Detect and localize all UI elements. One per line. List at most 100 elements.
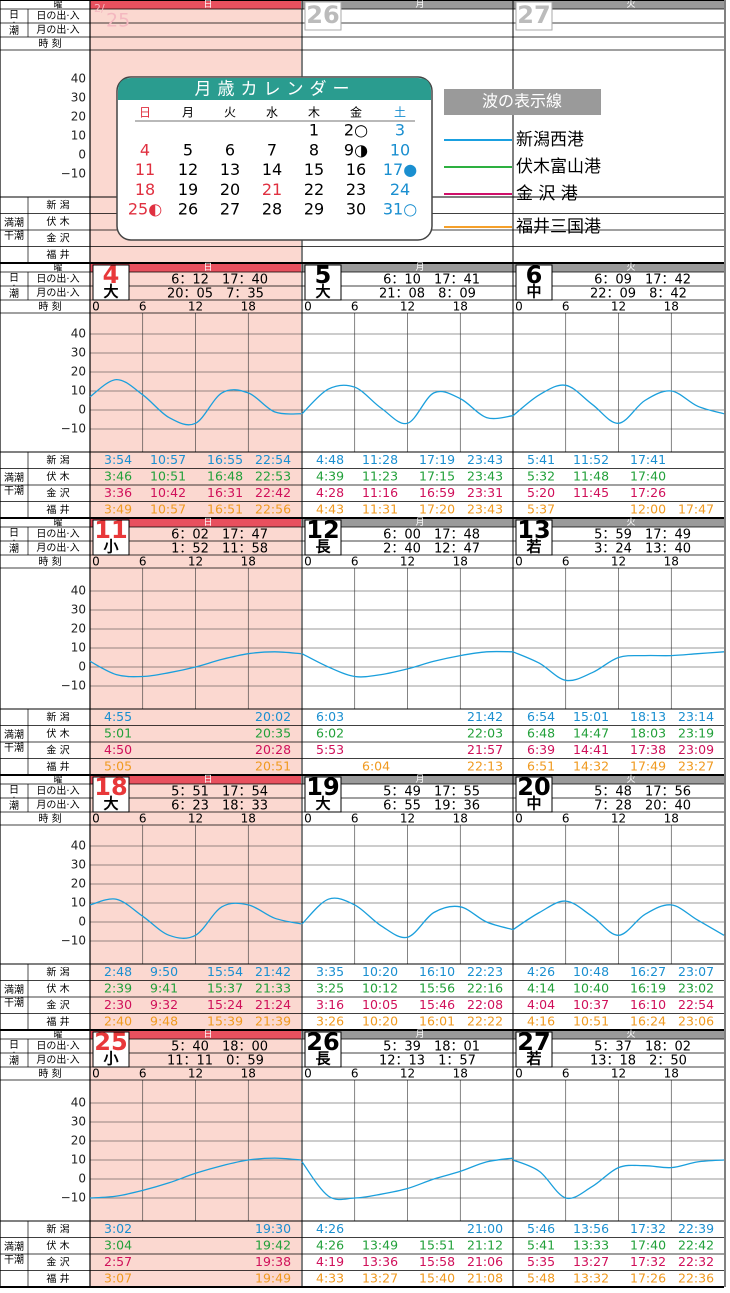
time-row-label: 時 刻: [38, 812, 61, 825]
hour-label: 12: [611, 300, 626, 314]
hour-label: 6: [139, 300, 147, 314]
side-label: 潮: [9, 287, 19, 300]
sun-label: 日の出·入: [36, 784, 79, 797]
tide-time: 10:37: [573, 997, 609, 1012]
tide-time: 3:26: [316, 1013, 344, 1028]
sun-time: 5：37: [594, 1040, 632, 1055]
hour-label: 18: [453, 300, 468, 314]
tide-time: 10:57: [150, 452, 186, 467]
port-label: 新 潟: [46, 1222, 69, 1235]
calendar-day: 6: [225, 140, 235, 159]
weekday-strip: [513, 775, 724, 784]
legend-label: 福井三国港: [516, 217, 601, 237]
tide-curve: [512, 900, 725, 936]
moon-time: 8：42: [649, 287, 687, 302]
y-tick-label: 0: [78, 915, 86, 929]
tide-time: 23:43: [467, 452, 503, 467]
port-label: 福 井: [46, 760, 69, 773]
tide-time: 23:27: [678, 758, 714, 773]
tide-time: 10:40: [573, 980, 609, 995]
y-tick-label: 20: [71, 622, 86, 636]
y-tick-label: 30: [71, 603, 86, 617]
tide-curve: [89, 898, 302, 939]
tide-time: 21:33: [255, 980, 291, 995]
moon-time: 8：09: [438, 287, 476, 302]
weekday: 月: [415, 0, 424, 10]
y-tick-label: 0: [78, 403, 86, 417]
hour-label: 18: [453, 812, 468, 826]
tide-time: 23:02: [678, 980, 714, 995]
tide-time: 16:31: [207, 485, 243, 500]
tide-time: 3:07: [104, 1270, 132, 1285]
tide-time: 22:08: [467, 997, 503, 1012]
side-label: 日: [9, 1040, 19, 1051]
tide-time: 15:01: [573, 709, 609, 724]
tide-time: 4:33: [316, 1270, 344, 1285]
tide-time: 21:08: [467, 1270, 503, 1285]
tide-time: 12:00: [630, 501, 666, 516]
hour-label: 18: [453, 1067, 468, 1081]
moon-time: 22：09: [590, 287, 636, 302]
calendar-day: 1: [309, 121, 319, 140]
legend-title-box: [444, 89, 601, 115]
date-box: [515, 1031, 553, 1068]
tide-time: 4:26: [527, 964, 555, 979]
tide-time: 5:32: [527, 468, 555, 483]
hour-label: 18: [241, 555, 256, 569]
calendar-day: 14: [262, 160, 282, 179]
tide-time: 16:55: [207, 452, 243, 467]
weekday: 火: [626, 262, 635, 273]
legend-label: 金 沢 港: [516, 184, 578, 204]
date: 19: [306, 773, 339, 801]
port-label: 福 井: [46, 248, 69, 261]
moon-time: 20：40: [645, 799, 691, 814]
tide-time: 17:32: [630, 1254, 666, 1269]
tide-label: 満潮: [4, 983, 24, 996]
calendar-day: 11: [135, 160, 155, 179]
tide-type: 若: [525, 538, 541, 556]
tide-time: 4:55: [104, 709, 132, 724]
tide-time: 5:53: [316, 742, 344, 757]
calendar-weekday: 水: [266, 106, 278, 120]
tide-time: 2:48: [104, 964, 132, 979]
sun-time: 6：09: [594, 273, 632, 288]
calendar-day: 22: [304, 180, 324, 199]
sun-time: 17：55: [434, 785, 480, 800]
tide-time: 21:00: [467, 1221, 503, 1236]
moon-time: 6：55: [383, 799, 421, 814]
tide-time: 16:19: [630, 980, 666, 995]
sun-time: 18：00: [222, 1040, 268, 1055]
tide-time: 22:03: [467, 725, 503, 740]
weekday: 火: [626, 1029, 635, 1040]
tide-time: 18:13: [630, 709, 666, 724]
tide-time: 6:39: [527, 742, 555, 757]
tide-time: 2:40: [104, 1013, 132, 1028]
y-tick-label: 0: [78, 660, 86, 674]
tide-label: 干潮: [4, 741, 24, 754]
tide-label: 干潮: [4, 996, 24, 1009]
hour-label: 6: [351, 812, 359, 826]
sun-time: 6：00: [383, 528, 421, 543]
date-box: [304, 1031, 342, 1068]
tide-time: 10:51: [573, 1013, 609, 1028]
sun-label: 日の出·入: [36, 1039, 79, 1052]
tide-time: 3:49: [104, 501, 132, 516]
tide-time: 23:14: [678, 709, 714, 724]
calendar-day: 12: [178, 160, 198, 179]
tide-time: 17:26: [630, 485, 666, 500]
hour-label: 6: [562, 812, 570, 826]
port-label: 金 沢: [46, 998, 69, 1011]
tide-time: 16:59: [419, 485, 455, 500]
tide-label: 満潮: [4, 1240, 24, 1253]
moon-time: 6：23: [171, 799, 209, 814]
sun-time: 6：12: [171, 273, 209, 288]
tide-time: 22:42: [678, 1237, 714, 1252]
hour-label: 0: [304, 1067, 312, 1081]
calendar-weekday: 日: [139, 106, 151, 120]
tide-time: 9:48: [150, 1013, 178, 1028]
date: 25: [106, 10, 130, 32]
sun-time: 6：10: [383, 273, 421, 288]
calendar-day: 20: [220, 180, 240, 199]
tide-label: 満潮: [4, 728, 24, 741]
tide-time: 22:32: [678, 1254, 714, 1269]
